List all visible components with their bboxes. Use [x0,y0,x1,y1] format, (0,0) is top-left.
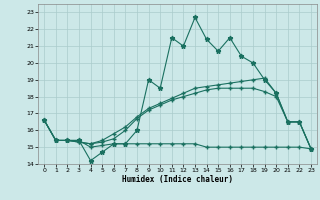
X-axis label: Humidex (Indice chaleur): Humidex (Indice chaleur) [122,175,233,184]
